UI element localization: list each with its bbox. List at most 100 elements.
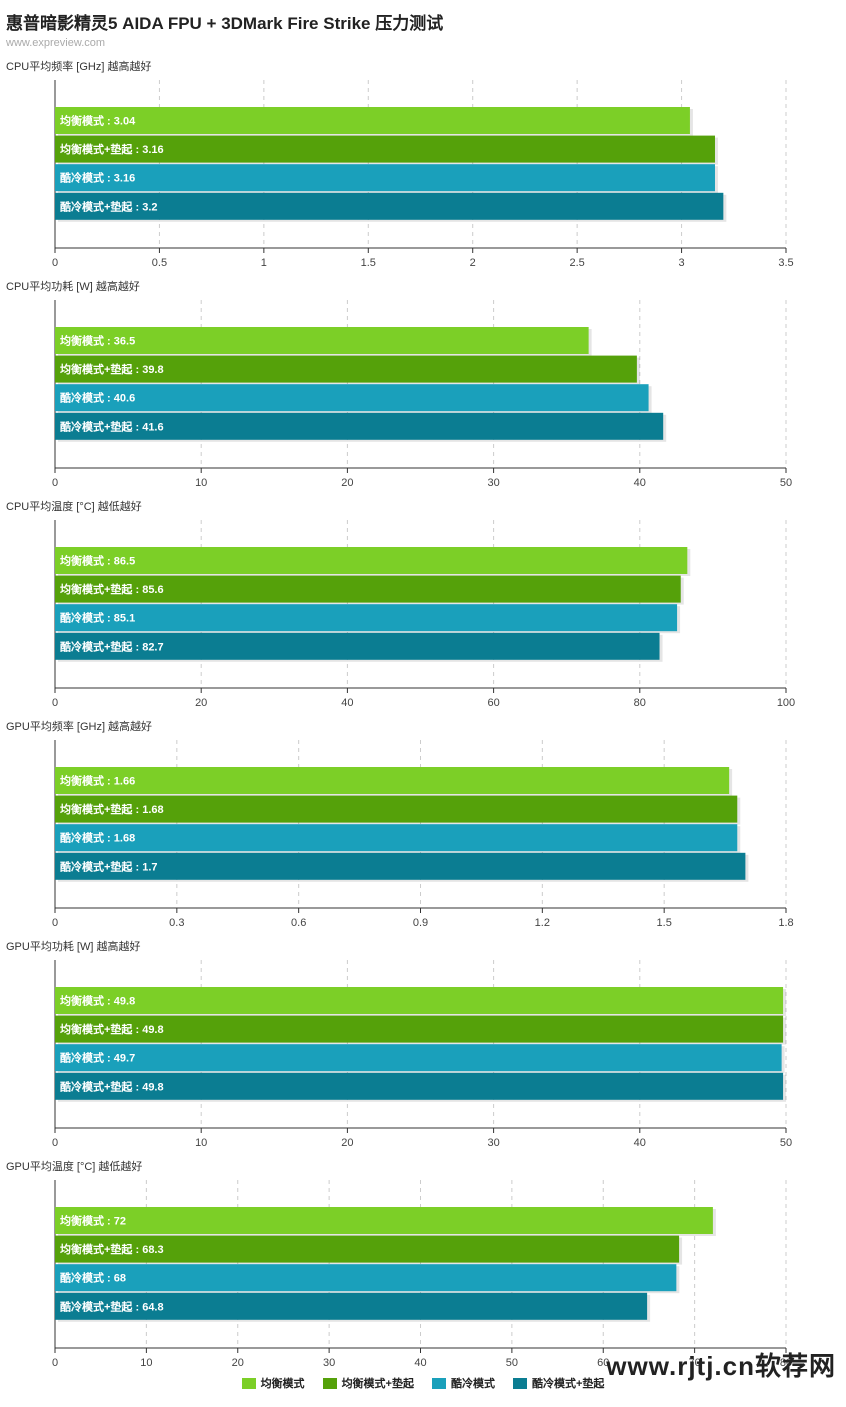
bar — [55, 632, 660, 660]
x-tick-label: 1.5 — [361, 257, 376, 269]
bar — [55, 1264, 677, 1292]
legend-item[interactable]: 均衡模式 — [241, 1375, 305, 1391]
bar-label: 酷冷模式 : 85.1 — [60, 611, 135, 625]
x-tick-label: 0.5 — [152, 257, 167, 269]
bar-label: 均衡模式+垫起 : 39.8 — [60, 362, 164, 376]
bar — [55, 384, 649, 412]
x-tick-label: 70 — [689, 1357, 701, 1369]
bar — [55, 1015, 784, 1043]
chart-title: CPU平均功耗 [W] 越高越好 — [6, 279, 140, 293]
bar — [55, 412, 664, 440]
bar-label: 均衡模式+垫起 : 1.68 — [60, 802, 164, 816]
watermark: www.rjtj.cn软荐网 — [606, 1351, 836, 1381]
legend-label: 酷冷模式+垫起 — [532, 1378, 605, 1390]
legend-item[interactable]: 均衡模式+垫起 — [322, 1375, 414, 1391]
legend-label: 均衡模式 — [260, 1378, 305, 1390]
x-tick-label: 0.9 — [413, 917, 428, 929]
bar — [55, 107, 690, 134]
bar — [55, 1235, 680, 1263]
chart-panel: GPU平均温度 [°C] 越低越好 0 10 20 30 40 50 60 70 80 均衡模式 :… — [6, 1159, 792, 1369]
bar-label: 均衡模式+垫起 : 49.8 — [60, 1022, 164, 1036]
chart-panel: GPU平均功耗 [W] 越高越好 0 10 20 30 40 50 均衡模式 : 49.8 均衡… — [6, 939, 792, 1149]
bar-label: 均衡模式 : 86.5 — [60, 554, 135, 568]
x-tick-label: 40 — [414, 1357, 426, 1369]
legend-item[interactable]: 酷冷模式 — [432, 1375, 495, 1391]
bar — [55, 355, 637, 383]
x-tick-label: 3 — [679, 257, 685, 269]
bar — [55, 795, 738, 823]
bar — [55, 604, 678, 632]
legend: 均衡模式 均衡模式+垫起 酷冷模式 酷冷模式+垫起 — [0, 1375, 846, 1391]
x-tick-label: 0 — [52, 1357, 58, 1369]
x-tick-label: 20 — [195, 697, 207, 709]
x-tick-label: 0 — [52, 257, 58, 269]
x-tick-label: 60 — [597, 1357, 609, 1369]
x-tick-label: 80 — [634, 697, 646, 709]
bar-label: 酷冷模式+垫起 : 82.7 — [60, 639, 164, 653]
bar-label: 酷冷模式 : 40.6 — [60, 391, 135, 405]
chart-title: CPU平均频率 [GHz] 越高越好 — [6, 59, 151, 73]
bar-label: 均衡模式+垫起 : 68.3 — [60, 1242, 164, 1256]
bar-label: 酷冷模式 : 68 — [60, 1271, 126, 1285]
x-tick-label: 0.3 — [169, 917, 184, 929]
x-tick-label: 10 — [195, 1137, 207, 1149]
legend-swatch — [432, 1377, 446, 1389]
x-tick-label: 30 — [323, 1357, 335, 1369]
bar — [55, 164, 715, 192]
bar — [55, 1207, 713, 1234]
x-tick-label: 3.5 — [778, 257, 793, 269]
bar-label: 酷冷模式+垫起 : 1.7 — [60, 859, 158, 873]
x-tick-label: 30 — [487, 1137, 499, 1149]
source-credit: www.expreview.com — [6, 37, 106, 49]
x-tick-label: 50 — [506, 1357, 518, 1369]
x-tick-label: 100 — [777, 697, 795, 709]
x-tick-label: 40 — [634, 477, 646, 489]
bar — [55, 824, 738, 852]
bar-label: 均衡模式 : 1.66 — [60, 774, 135, 788]
x-tick-label: 20 — [341, 477, 353, 489]
x-tick-label: 80 — [780, 1357, 792, 1369]
x-tick-label: 0.6 — [291, 917, 306, 929]
x-tick-label: 0 — [52, 697, 58, 709]
legend-swatch — [322, 1377, 337, 1389]
bar — [55, 135, 715, 163]
bar — [55, 1292, 648, 1320]
bar-label: 酷冷模式 : 1.68 — [60, 831, 135, 845]
x-tick-label: 1 — [261, 257, 267, 269]
bar-label: 均衡模式+垫起 : 85.6 — [60, 582, 164, 596]
legend-swatch — [513, 1377, 527, 1389]
bar — [55, 547, 688, 574]
x-tick-label: 0 — [52, 477, 58, 489]
x-tick-label: 2.5 — [569, 257, 584, 269]
bar — [55, 987, 784, 1014]
chart-title: CPU平均温度 [°C] 越低越好 — [6, 499, 142, 513]
x-tick-label: 50 — [780, 1137, 792, 1149]
bar-label: 酷冷模式 : 49.7 — [60, 1051, 135, 1065]
x-tick-label: 20 — [232, 1357, 244, 1369]
chart-title: GPU平均功耗 [W] 越高越好 — [6, 939, 140, 953]
bar — [55, 852, 746, 880]
bar-label: 酷冷模式+垫起 : 64.8 — [60, 1299, 164, 1313]
x-tick-label: 10 — [140, 1357, 152, 1369]
chart-panel: CPU平均温度 [°C] 越低越好 0 20 40 60 80 100 均衡模式 : 86.5… — [6, 499, 795, 709]
bar-label: 酷冷模式 : 3.16 — [60, 171, 135, 185]
x-tick-label: 0 — [52, 917, 58, 929]
bar-label: 酷冷模式+垫起 : 3.2 — [60, 199, 158, 213]
x-tick-label: 0 — [52, 1137, 58, 1149]
legend-item[interactable]: 酷冷模式+垫起 — [513, 1375, 604, 1391]
bar — [55, 192, 724, 220]
page-title: 惠普暗影精灵5 AIDA FPU + 3DMark Fire Strike 压力… — [6, 14, 444, 33]
x-tick-label: 1.5 — [657, 917, 672, 929]
bar-label: 均衡模式 : 36.5 — [60, 334, 135, 348]
bar-label: 酷冷模式+垫起 : 41.6 — [60, 419, 164, 433]
bar — [55, 1072, 784, 1100]
legend-swatch — [241, 1377, 256, 1389]
x-tick-label: 1.2 — [535, 917, 550, 929]
x-tick-label: 50 — [780, 477, 792, 489]
x-tick-label: 40 — [634, 1137, 646, 1149]
x-tick-label: 1.8 — [778, 917, 793, 929]
x-tick-label: 2 — [470, 257, 476, 269]
bar — [55, 767, 730, 794]
chart-panel: GPU平均频率 [GHz] 越高越好 0 0.3 0.6 0.9 1.2 1.5 1.8 均衡模… — [6, 719, 794, 929]
